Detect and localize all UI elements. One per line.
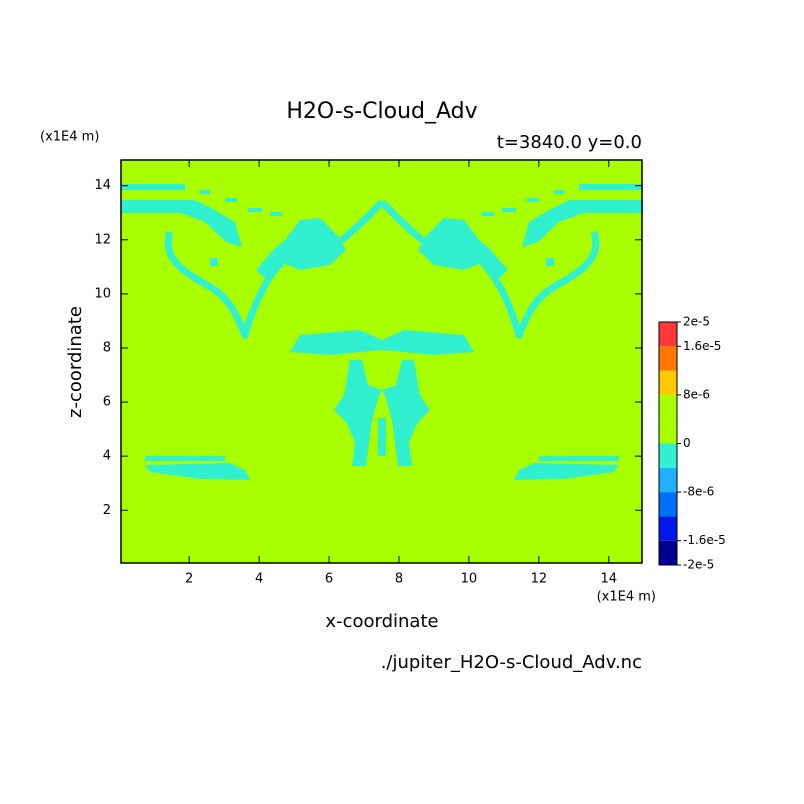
- colorbar-tick-label: 1.6e-5: [683, 339, 721, 353]
- colorbar-band: [659, 346, 677, 371]
- contour-region: [121, 184, 185, 190]
- x-tick-label: 2: [185, 572, 193, 587]
- x-tick-label: 10: [461, 572, 478, 587]
- colorbar-tick-label: -2e-5: [683, 558, 714, 572]
- contour-region: [378, 418, 382, 456]
- x-tick-label: 14: [601, 572, 618, 587]
- contour-region: [299, 199, 385, 264]
- y-tick-label: 12: [94, 232, 111, 247]
- y-axis-label: z-coordinate: [65, 306, 86, 418]
- contour-region: [248, 208, 262, 212]
- contour-region: [241, 252, 293, 336]
- colorbar-band: [659, 443, 677, 468]
- colorbar-band: [659, 516, 677, 541]
- contour-region: [270, 212, 282, 216]
- x-tick-label: 12: [531, 572, 548, 587]
- contour-region: [200, 190, 210, 194]
- contour-region: [164, 230, 250, 340]
- chart-subtitle: t=3840.0 y=0.0: [497, 132, 642, 153]
- contour-region: [210, 258, 218, 266]
- contour-region: [290, 330, 382, 355]
- contour-region: [145, 463, 250, 480]
- y-tick-label: 6: [103, 395, 111, 410]
- colorbar-tick-label: -1.6e-5: [683, 533, 726, 547]
- colorbar-band: [659, 370, 677, 395]
- y-unit: (x1E4 m): [40, 130, 99, 145]
- y-tick-label: 10: [94, 286, 111, 301]
- colorbar-band: [659, 467, 677, 493]
- y-tick-label: 2: [103, 503, 111, 518]
- y-tick-label: 8: [103, 340, 111, 355]
- y-tick-label: 14: [94, 178, 111, 193]
- plot-frame: [120, 159, 643, 564]
- contour-region: [334, 360, 382, 466]
- contour-regions: [121, 184, 385, 480]
- colorbar-band: [659, 419, 677, 444]
- y-tick-label: 4: [103, 449, 111, 464]
- colorbar-band: [659, 540, 677, 565]
- x-tick-label: 4: [255, 572, 263, 587]
- colorbar-tick-label: 8e-6: [683, 387, 710, 401]
- colorbar-tick-label: 2e-5: [683, 315, 710, 329]
- field-background: [121, 160, 642, 563]
- contour-region: [225, 198, 237, 202]
- colorbar-tick-label: 0: [683, 436, 691, 450]
- source-file: ./jupiter_H2O-s-Cloud_Adv.nc: [381, 652, 642, 673]
- x-tick-label: 6: [325, 572, 333, 587]
- colorbar-tick-label: -8e-6: [683, 485, 714, 499]
- contour-region: [121, 200, 242, 247]
- contour-region: [145, 456, 225, 461]
- x-unit: (x1E4 m): [597, 590, 656, 605]
- colorbar-band: [659, 492, 677, 517]
- colorbar-band: [659, 394, 677, 420]
- x-axis-label: x-coordinate: [325, 611, 438, 632]
- colorbar-band: [659, 322, 677, 347]
- x-tick-label: 8: [395, 572, 403, 587]
- chart-title: H2O-s-Cloud_Adv: [286, 99, 477, 124]
